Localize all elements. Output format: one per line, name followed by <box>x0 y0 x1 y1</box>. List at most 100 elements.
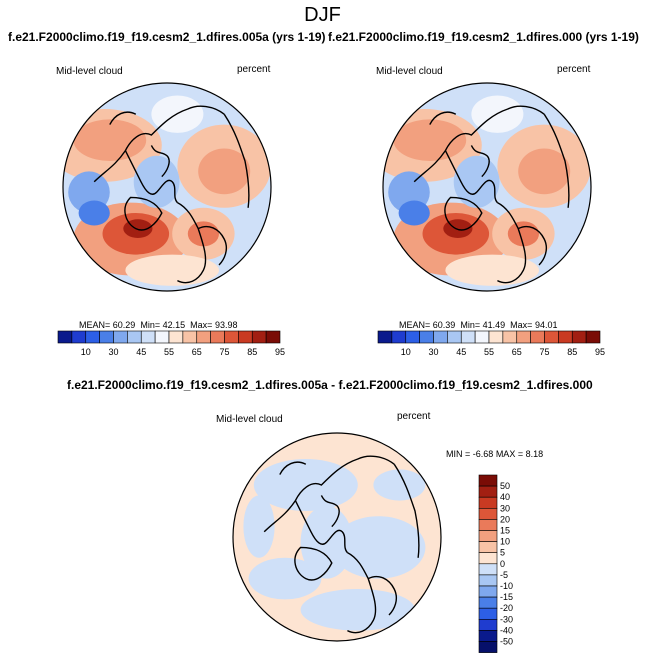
colorbar-swatch <box>265 330 281 344</box>
colorbar-swatch <box>99 330 114 344</box>
panel-3-units: percent <box>397 411 431 422</box>
panel-2-stats: MEAN= 60.39 Min= 41.49 Max= 94.01 <box>399 320 557 330</box>
colorbar-swatch <box>251 330 267 344</box>
colorbar-swatch <box>71 330 87 344</box>
colorbar-tick-label: 20 <box>500 514 510 524</box>
map-boundary <box>232 432 442 642</box>
colorbar-tick-label: 75 <box>539 347 549 357</box>
max-label: Max= <box>510 320 533 330</box>
colorbar-swatch <box>127 330 142 344</box>
field-contour <box>78 200 110 226</box>
colorbar-tick-label: -50 <box>500 637 513 647</box>
max-value: 93.98 <box>214 320 238 330</box>
colorbar-tick-label: 5 <box>500 548 505 558</box>
max-label: MAX = <box>495 449 524 459</box>
colorbar-swatch <box>478 607 498 620</box>
coastline <box>294 500 348 554</box>
colorbar-swatch <box>488 330 504 344</box>
field-contour <box>300 589 415 631</box>
colorbar-tick-label: -5 <box>500 570 508 580</box>
coastline <box>444 150 498 204</box>
figure-title: DJF <box>304 4 341 26</box>
colorbar-1: 10 30 45 55 65 75 85 95 <box>57 330 285 357</box>
coastline <box>367 575 398 616</box>
mean-value: 60.29 <box>112 320 136 330</box>
coastline <box>109 111 137 125</box>
colorbar-tick-label: 10 <box>401 347 411 357</box>
colorbar-swatch <box>585 330 601 344</box>
coastline <box>124 150 178 204</box>
colorbar-swatch <box>196 330 211 344</box>
panel-2-units: percent <box>557 64 591 75</box>
coastline <box>470 145 490 178</box>
colorbar-swatch <box>57 330 73 344</box>
panel-1-stats: MEAN= 60.29 Min= 42.15 Max= 93.98 <box>79 320 237 330</box>
colorbar-swatch <box>168 330 184 344</box>
map-boundary <box>382 82 592 292</box>
colorbar-tick-label: 45 <box>456 347 466 357</box>
colorbar-swatch <box>447 330 462 344</box>
colorbar-swatch <box>478 563 498 576</box>
colorbar-swatch <box>474 330 490 344</box>
colorbar-tick-label: 95 <box>275 347 285 357</box>
coastline <box>543 113 570 208</box>
coastline <box>93 105 225 183</box>
panel-2-variable: Mid-level cloud <box>376 66 443 77</box>
colorbar-tick-label: 85 <box>247 347 257 357</box>
coastline <box>429 111 457 125</box>
colorbar-swatch <box>478 596 498 609</box>
mean-label: MEAN= <box>399 320 431 330</box>
colorbar-swatch <box>154 330 170 344</box>
field-contour <box>187 221 219 247</box>
field-contour <box>243 495 275 558</box>
panel-1-variable: Mid-level cloud <box>56 66 123 77</box>
panel-3-title: f.e21.F2000climo.f19_f19.cesm2_1.dfires.… <box>67 378 593 392</box>
colorbar-tick-label: 50 <box>500 481 510 491</box>
coastline <box>294 546 333 581</box>
colorbar-tick-label: 0 <box>500 559 505 569</box>
coastline <box>320 495 340 528</box>
colorbar-swatch <box>502 330 518 344</box>
field-contour <box>253 459 358 511</box>
field-contour <box>373 469 426 501</box>
coastline <box>197 225 228 266</box>
field-contour <box>507 221 539 247</box>
colorbar-swatch <box>85 330 100 344</box>
min-value: -6.68 <box>472 449 494 459</box>
coastline <box>124 196 163 231</box>
polar-map-2 <box>382 82 592 292</box>
colorbar-tick-label: 65 <box>192 347 202 357</box>
max-value: 94.01 <box>534 320 558 330</box>
colorbar-tick-label: -10 <box>500 581 513 591</box>
colorbar-swatch <box>140 330 156 344</box>
field-contour <box>73 119 147 161</box>
colorbar-tick-label: 75 <box>219 347 229 357</box>
colorbar-tick-label: 30 <box>108 347 118 357</box>
colorbar-swatch <box>478 641 498 653</box>
polar-map-3 <box>232 432 442 642</box>
panel-1-units: percent <box>237 64 271 75</box>
colorbar-swatch <box>478 552 498 565</box>
max-value: 8.18 <box>525 449 544 459</box>
field-contour <box>331 516 426 579</box>
field-contour <box>518 148 571 195</box>
colorbar-tick-label: 15 <box>500 526 510 536</box>
colorbar-swatch <box>478 530 498 542</box>
colorbar-swatch <box>224 330 239 344</box>
colorbar-2: 10 30 45 55 65 75 85 95 <box>377 330 605 357</box>
max-label: Max= <box>190 320 213 330</box>
coastline <box>393 463 420 558</box>
colorbar-tick-label: 95 <box>595 347 605 357</box>
field-contour <box>248 557 322 600</box>
mean-value: 60.39 <box>432 320 456 330</box>
colorbar-swatch <box>571 330 587 344</box>
coastline <box>150 145 170 178</box>
colorbar-tick-label: -40 <box>500 625 513 635</box>
colorbar-swatch <box>391 330 407 344</box>
colorbar-swatch <box>182 330 198 344</box>
colorbar-tick-label: 65 <box>512 347 522 357</box>
field-contour <box>198 148 251 195</box>
coastline <box>444 196 483 231</box>
